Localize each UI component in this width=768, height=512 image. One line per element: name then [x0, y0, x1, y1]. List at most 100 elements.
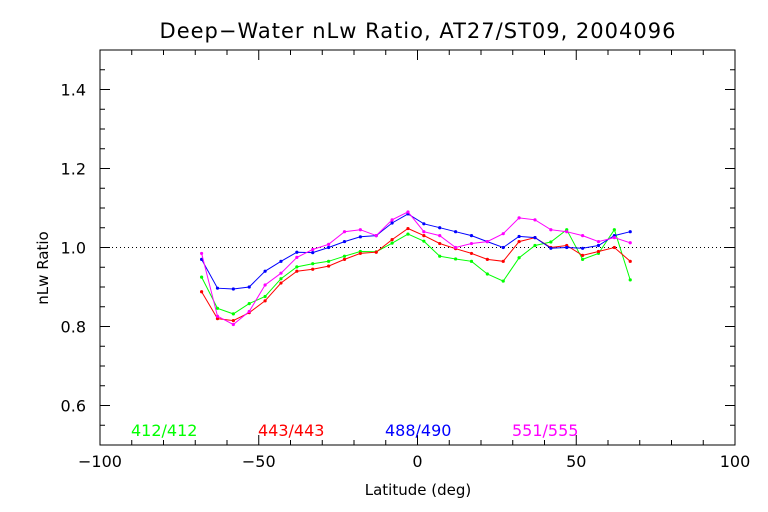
legend-entry: 443/443	[258, 421, 324, 440]
data-point	[215, 286, 220, 290]
series-line	[201, 211, 631, 326]
data-point	[549, 246, 553, 250]
data-point	[327, 264, 331, 268]
data-point	[533, 236, 537, 240]
data-point	[533, 218, 537, 222]
series-412-412	[200, 228, 632, 316]
data-point	[279, 271, 283, 275]
x-tick-label: −100	[78, 452, 122, 471]
data-point	[422, 234, 426, 238]
data-point	[422, 222, 426, 226]
data-point	[581, 253, 585, 257]
data-point	[485, 257, 489, 261]
data-point	[422, 239, 426, 243]
data-point	[342, 230, 347, 234]
data-point	[342, 254, 347, 258]
data-point	[342, 257, 347, 261]
data-point	[628, 278, 632, 282]
data-point	[215, 317, 220, 321]
x-tick-label: 0	[412, 452, 422, 471]
data-point	[581, 234, 585, 238]
data-point	[565, 245, 569, 250]
data-point	[279, 259, 283, 263]
data-point	[596, 239, 601, 244]
series-443-443	[200, 226, 632, 323]
y-tick-label: 0.8	[61, 318, 86, 337]
data-point	[231, 322, 235, 327]
y-tick-label: 0.6	[61, 397, 86, 416]
data-point	[628, 241, 632, 245]
series-488-490	[200, 212, 632, 291]
data-point	[406, 226, 410, 231]
data-point	[485, 272, 489, 276]
data-point	[231, 287, 235, 291]
data-point	[263, 294, 267, 299]
y-tick-label: 1.2	[61, 160, 86, 179]
data-point	[454, 257, 458, 261]
data-point	[215, 306, 220, 310]
data-point	[311, 247, 315, 252]
data-point	[501, 245, 505, 250]
data-point	[327, 245, 331, 250]
data-point	[438, 254, 442, 258]
data-point	[517, 234, 521, 239]
data-point	[469, 241, 474, 246]
data-point	[406, 232, 410, 236]
legend: 412/412 443/443 488/490 551/555	[131, 421, 578, 440]
data-point	[200, 290, 204, 294]
data-point	[390, 221, 394, 225]
data-point	[596, 243, 601, 248]
plot-area	[99, 49, 736, 446]
data-point	[438, 241, 442, 246]
y-tick-label: 1.0	[61, 239, 86, 258]
legend-entry: 412/412	[131, 421, 197, 440]
data-point	[311, 262, 315, 266]
data-point	[231, 312, 235, 316]
series-551-555	[200, 210, 632, 327]
data-point	[501, 232, 505, 236]
data-point	[501, 259, 505, 263]
data-point	[263, 269, 267, 273]
data-point	[517, 216, 521, 220]
axis-ticks: −100 −50 0 50 100 0.6 0.8 1.0 1.2 1.4	[61, 50, 751, 471]
data-point	[247, 301, 251, 306]
data-point	[200, 251, 204, 256]
legend-entry: 488/490	[385, 421, 451, 440]
data-point	[374, 250, 378, 254]
series-line	[201, 227, 631, 322]
data-point	[279, 277, 283, 281]
data-point	[628, 259, 632, 263]
data-point	[517, 239, 521, 244]
data-point	[342, 239, 347, 244]
data-point	[422, 230, 426, 234]
data-point	[247, 309, 251, 314]
data-point	[295, 269, 299, 273]
data-point	[358, 235, 362, 239]
data-point	[390, 238, 394, 242]
data-point	[438, 226, 442, 230]
data-point	[200, 275, 204, 279]
data-point	[358, 228, 362, 232]
data-point	[215, 314, 220, 318]
x-tick-label: 100	[720, 452, 751, 471]
data-point	[596, 249, 601, 254]
data-point	[612, 228, 616, 232]
data-point	[549, 228, 553, 232]
data-point	[311, 267, 315, 271]
data-point	[581, 246, 585, 250]
data-point	[263, 299, 267, 303]
legend-entry: 551/555	[512, 421, 578, 440]
data-point	[358, 251, 362, 256]
data-point	[247, 285, 251, 289]
data-point	[438, 234, 442, 238]
data-point	[533, 243, 537, 248]
plot-frame	[99, 49, 736, 446]
data-point	[295, 250, 299, 254]
x-tick-label: 50	[566, 452, 586, 471]
data-point	[406, 210, 410, 214]
data-point	[390, 218, 394, 222]
data-point	[295, 255, 299, 259]
data-point	[374, 234, 378, 238]
data-point	[327, 242, 331, 246]
